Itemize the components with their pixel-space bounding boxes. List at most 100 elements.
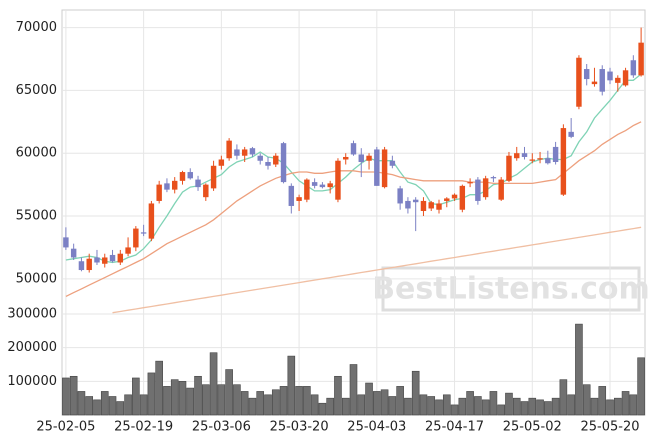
x-tick-label: 25-05-20 [581, 420, 640, 435]
volume-bar [536, 399, 544, 416]
y-tick-label: 55000 [16, 209, 57, 224]
volume-bar [590, 397, 599, 416]
candle-body [63, 237, 69, 248]
candle-body [94, 257, 100, 263]
volume-bar [575, 323, 583, 416]
volume-bar [411, 370, 420, 416]
candle-body [335, 160, 341, 200]
volume-bar [186, 387, 195, 416]
candle-body [576, 57, 582, 107]
volume-bar [155, 360, 163, 416]
moving-average [65, 121, 642, 297]
candle-body [482, 178, 489, 198]
candle-body [343, 156, 349, 160]
candle-body [428, 202, 434, 209]
candle-body [420, 200, 427, 211]
volume-bar [225, 369, 233, 416]
x-tick-label: 25-02-05 [36, 420, 95, 435]
volume-bar [388, 396, 397, 416]
volume-bar [132, 377, 140, 416]
candle-body [583, 69, 590, 80]
candle-body [156, 184, 162, 201]
volume-bar [613, 397, 622, 416]
volume-bar [442, 394, 451, 416]
candle-body [210, 165, 217, 189]
volume-bar [170, 379, 179, 416]
candle-body [78, 261, 85, 271]
candle-body [358, 154, 364, 162]
candle-body [381, 149, 388, 188]
y-tick-label: 60000 [16, 146, 57, 161]
volume-bar [450, 404, 459, 416]
x-tick-label: 25-02-19 [114, 420, 173, 435]
volume-bar [544, 401, 552, 416]
candle-body [638, 42, 644, 76]
y-tick-label: 50000 [16, 271, 57, 286]
volume-bar [209, 352, 218, 416]
volume-bar [264, 394, 272, 416]
candle-body [125, 247, 131, 254]
volume-bar [559, 379, 568, 416]
candle-body [273, 155, 279, 165]
candle-body [545, 158, 551, 164]
candle-body [350, 143, 357, 155]
volume-bar [380, 389, 389, 416]
candle-body [467, 182, 473, 184]
volume-bar [248, 397, 257, 416]
candle-body [86, 258, 92, 271]
x-tick-label: 25-04-03 [347, 420, 406, 435]
candle-body [148, 203, 155, 239]
volume-bar [520, 401, 529, 416]
moving-average [112, 226, 642, 314]
volume-bar [85, 396, 94, 416]
volume-bar [606, 399, 614, 416]
x-tick-label: 25-03-20 [270, 420, 329, 435]
volume-bar [598, 386, 607, 416]
candle-body [436, 203, 442, 210]
candle-body [218, 159, 225, 166]
volume-bar [279, 386, 288, 416]
volume-bar [77, 391, 86, 416]
candle-body [203, 184, 209, 198]
candle-body [234, 149, 240, 156]
candle-body [397, 188, 403, 204]
candle-body [374, 149, 380, 186]
volume-bar [427, 396, 436, 416]
candle-body [164, 183, 170, 190]
volume-bar [326, 397, 334, 416]
candle-body [171, 180, 178, 190]
y-tick-label: 100000 [7, 374, 57, 389]
volume-bar [202, 384, 210, 416]
volume-bar [396, 386, 404, 416]
volume-bar [147, 372, 156, 416]
volume-bar [271, 389, 280, 416]
candle-body [327, 183, 333, 188]
candle-body [622, 70, 629, 86]
candle-body [226, 140, 232, 159]
candle-body [133, 228, 139, 248]
volume-bar [341, 397, 350, 416]
volume-bar [357, 394, 366, 416]
candle-body [405, 200, 411, 209]
volume-bar [551, 397, 560, 416]
volume-bar [349, 364, 358, 416]
volume-bar [567, 394, 575, 416]
candle-body [521, 153, 528, 157]
candle-body [109, 254, 116, 262]
volume-bar [256, 391, 265, 416]
volume-bar [621, 391, 630, 416]
candle-body [249, 148, 256, 155]
candle-body [195, 179, 201, 188]
candle-body [117, 253, 124, 263]
candle-body [537, 158, 543, 160]
candle-body [241, 149, 248, 156]
volume-bar [466, 391, 474, 416]
volume-bar [62, 377, 70, 416]
volume-bar [318, 402, 327, 416]
volume-bar [310, 394, 319, 416]
volume-bar [108, 396, 117, 416]
candle-body [444, 198, 450, 201]
candle-body [615, 77, 621, 83]
candle-body [187, 172, 193, 179]
